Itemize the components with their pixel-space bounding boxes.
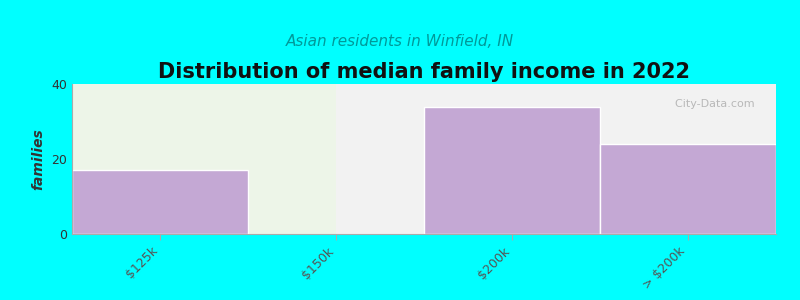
Text: Asian residents in Winfield, IN: Asian residents in Winfield, IN (286, 34, 514, 50)
Title: Distribution of median family income in 2022: Distribution of median family income in … (158, 62, 690, 82)
Bar (424, 106, 600, 234)
Y-axis label: families: families (32, 128, 46, 190)
Bar (336, 84, 776, 234)
Bar (600, 144, 776, 234)
Bar (72, 170, 248, 234)
Text: City-Data.com: City-Data.com (668, 99, 755, 109)
